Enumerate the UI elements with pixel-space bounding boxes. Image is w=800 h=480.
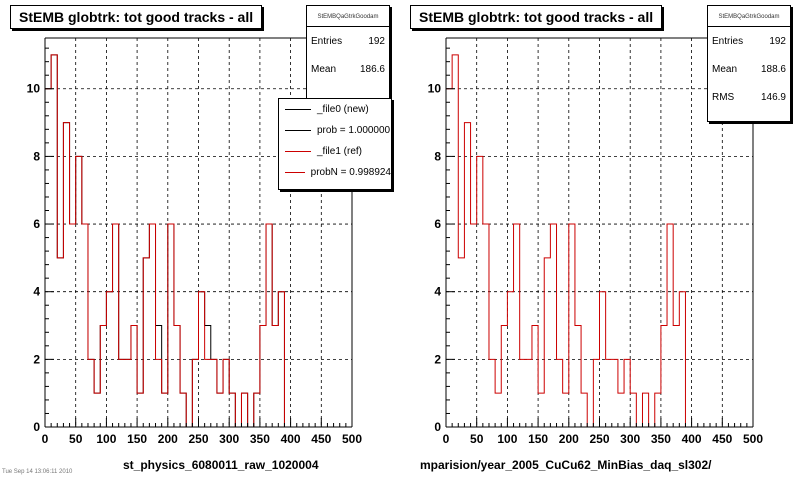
legend-swatch (285, 109, 311, 110)
legend-swatch (285, 130, 311, 131)
left-stats-value: 192 (368, 35, 385, 47)
left-stats-label: Entries (311, 35, 343, 47)
right-y-tick-label: 0 (434, 420, 441, 434)
right-x-tick-label: 50 (470, 432, 484, 446)
right-stats-value: 188.6 (760, 63, 786, 75)
left-stats-row: Entries 192 (307, 27, 389, 55)
legend-label: _file0 (new) (317, 104, 369, 115)
right-x-tick-label: 500 (743, 432, 763, 446)
left-stats-label: Mean (311, 63, 337, 75)
left-x-tick-label: 500 (342, 432, 362, 446)
left-stats-value: 186.6 (359, 63, 385, 75)
legend-swatch (285, 172, 305, 173)
left-y-tick-label: 2 (33, 352, 40, 366)
right-y-tick-label: 6 (434, 217, 441, 231)
legend-entry: probN = 0.998924 (279, 162, 391, 183)
right-x-tick-label: 200 (559, 432, 579, 446)
legend-label: prob = 1.000000 (317, 125, 391, 136)
legend-label: probN = 0.998924 (310, 167, 391, 178)
right-stats-value: 146.9 (760, 91, 786, 103)
left-stats-name: StEMBQaGtrkGoodam (307, 6, 389, 27)
right-x-tick-label: 250 (589, 432, 609, 446)
left-y-tick-label: 4 (33, 285, 40, 299)
right-stats-row: Mean 188.6 (708, 55, 790, 83)
right-x-tick-label: 0 (443, 432, 450, 446)
right-x-tick-label: 150 (528, 432, 548, 446)
legend-entry: _file0 (new) (279, 99, 391, 120)
right-stats-label: RMS (712, 91, 735, 103)
left-legend: _file0 (new) prob = 1.000000 _file1 (ref… (278, 98, 392, 190)
left-x-tick-label: 250 (188, 432, 208, 446)
legend-swatch (285, 151, 311, 152)
left-x-tick-label: 450 (311, 432, 331, 446)
right-stats-box: StEMBQaGtrkGoodam Entries 192 Mean 188.6… (707, 5, 791, 122)
right-x-tick-label: 400 (682, 432, 702, 446)
left-x-tick-label: 150 (127, 432, 147, 446)
left-x-tick-label: 400 (281, 432, 301, 446)
left-x-tick-label: 200 (158, 432, 178, 446)
right-x-tick-label: 300 (620, 432, 640, 446)
timestamp-footnote: Tue Sep 14 13:06:11 2010 (2, 469, 73, 475)
right-y-tick-label: 4 (434, 285, 441, 299)
left-x-axis-label: st_physics_6080011_raw_1020004 (123, 458, 319, 472)
right-stats-row: Entries 192 (708, 27, 790, 55)
left-stats-box: StEMBQaGtrkGoodam Entries 192 Mean 186.6 (306, 5, 390, 101)
right-stats-label: Entries (712, 35, 744, 47)
right-chart-title: StEMB globtrk: tot good tracks - all (410, 5, 663, 29)
right-x-axis-label: mparision/year_2005_CuCu62_MinBias_daq_s… (420, 458, 712, 472)
left-y-tick-label: 6 (33, 217, 40, 231)
legend-label: _file1 (ref) (317, 146, 363, 157)
legend-entry: prob = 1.000000 (279, 120, 391, 141)
right-stats-value: 192 (769, 35, 786, 47)
left-x-tick-label: 100 (96, 432, 116, 446)
left-x-tick-label: 350 (250, 432, 270, 446)
left-chart-title: StEMB globtrk: tot good tracks - all (10, 5, 263, 29)
legend-entry: _file1 (ref) (279, 141, 391, 162)
right-y-tick-label: 2 (434, 352, 441, 366)
left-y-tick-label: 0 (33, 420, 40, 434)
right-x-tick-label: 450 (712, 432, 732, 446)
left-x-tick-label: 300 (219, 432, 239, 446)
right-stats-row: RMS 146.9 (708, 83, 790, 111)
right-stats-name: StEMBQaGtrkGoodam (708, 6, 790, 27)
right-x-tick-label: 100 (497, 432, 517, 446)
right-stats-label: Mean (712, 63, 738, 75)
left-x-tick-label: 0 (42, 432, 49, 446)
right-x-tick-label: 350 (651, 432, 671, 446)
right-y-tick-label: 10 (428, 82, 442, 96)
left-y-tick-label: 10 (27, 82, 41, 96)
left-y-tick-label: 8 (33, 149, 40, 163)
left-stats-row: Mean 186.6 (307, 55, 389, 83)
right-y-tick-label: 8 (434, 149, 441, 163)
left-x-tick-label: 50 (69, 432, 83, 446)
